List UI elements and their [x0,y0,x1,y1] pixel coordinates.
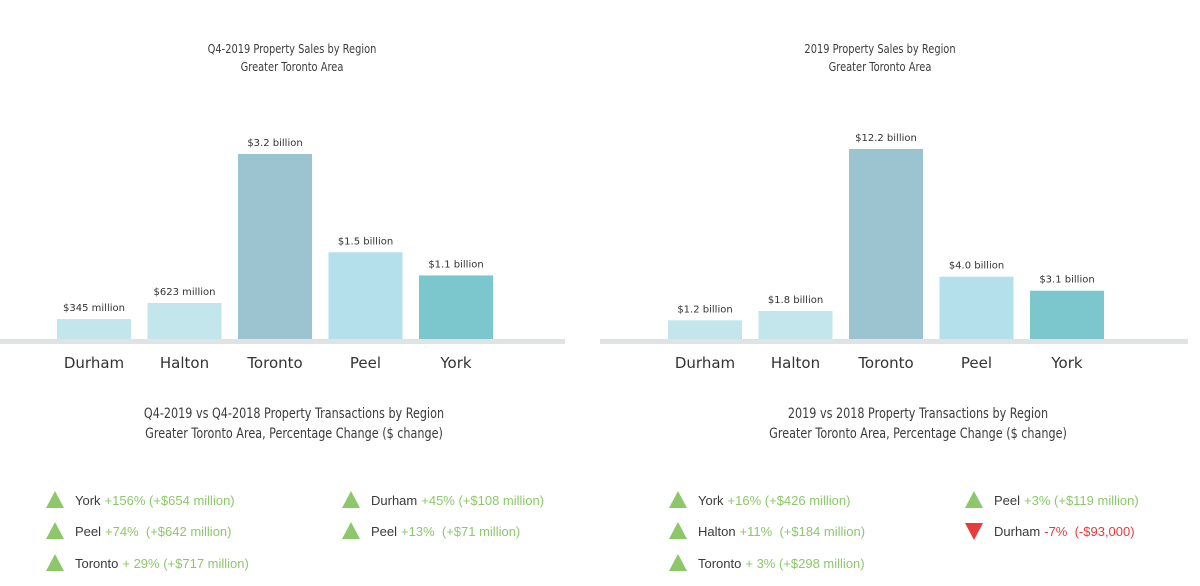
triangle-up-icon [342,522,360,539]
category-label-durham: Durham [64,354,124,372]
category-label-durham: Durham [675,354,735,372]
bar-chart-annual: $1.2 billion Durham $1.8 billion Halton $12.… [600,133,1188,372]
region-name: Durham [371,492,418,508]
change-value: +74% (+$642 million) [105,523,232,539]
bar-peel [328,252,403,339]
bar-toronto [849,149,923,339]
data-label-toronto: $3.2 billion [247,138,302,149]
chart-subtitle: Greater Toronto Area [240,60,344,74]
data-label-peel: $4.0 billion [949,261,1004,272]
change-item: Durham +45% (+$108 million) [341,489,544,511]
chart-title: Q4-2019 Property Sales by Region Greater… [46,40,538,76]
baseline [600,339,1188,344]
baseline [0,339,565,344]
comparison-title: 2019 vs 2018 Property Transactions by Re… [678,404,1158,444]
triangle-up-icon [46,522,64,539]
change-value: +45% (+$108 million) [421,492,545,508]
panel-q4: Q4-2019 Property Sales by Region Greater… [0,40,565,574]
data-label-durham: $345 million [63,303,125,314]
change-item: York +156% (+$654 million) [45,489,235,511]
triangle-up-icon [965,491,983,508]
category-label-peel: Peel [350,354,381,372]
comparison-title-main: 2019 vs 2018 Property Transactions by Re… [787,406,1049,422]
region-name: Peel [994,492,1021,508]
bar-durham [57,319,131,339]
change-item: York +16% (+$426 million) [668,489,850,511]
change-item: Peel +74% (+$642 million) [45,520,232,542]
bar-york [1030,290,1104,339]
triangle-up-icon [46,554,64,571]
chart-title: 2019 Property Sales by Region Greater To… [634,40,1126,76]
triangle-down-icon [965,523,983,540]
triangle-up-icon [669,491,687,508]
bar-toronto [238,154,312,339]
comparison-title-main: Q4-2019 vs Q4-2018 Property Transactions… [143,406,445,422]
change-value: + 29% (+$717 million) [122,555,249,571]
data-label-halton: $623 million [154,287,216,298]
change-value: +3% (+$119 million) [1024,492,1139,508]
region-name: York [698,492,724,508]
comparison-subtitle: Greater Toronto Area, Percentage Change … [145,426,443,442]
change-item: Halton +11% (+$184 million) [668,520,865,542]
change-value: + 3% (+$298 million) [745,555,865,571]
bar-york [419,275,493,339]
triangle-up-icon [46,491,64,508]
change-value: -7% (-$93,000) [1044,523,1135,539]
data-label-durham: $1.2 billion [677,304,732,315]
triangle-up-icon [669,522,687,539]
triangle-up-icon [669,554,687,571]
category-label-halton: Halton [771,354,820,372]
change-item: Toronto + 3% (+$298 million) [668,552,865,574]
category-label-peel: Peel [961,354,992,372]
data-label-york: $1.1 billion [428,259,483,270]
change-value: +16% (+$426 million) [727,492,851,508]
category-label-halton: Halton [160,354,209,372]
region-name: Durham [994,523,1041,539]
region-name: York [75,492,101,508]
change-item: Peel +13% (+$71 million) [341,520,520,542]
change-value: +156% (+$654 million) [104,492,235,508]
category-label-york: York [1050,354,1083,372]
bar-peel [939,276,1014,339]
bar-halton [758,310,833,339]
chart-title-main: Q4-2019 Property Sales by Region [207,42,377,56]
region-name: Peel [371,523,398,539]
comparison-subtitle: Greater Toronto Area, Percentage Change … [769,426,1067,442]
data-label-york: $3.1 billion [1039,275,1094,286]
bar-chart-q4: $345 million Durham $623 million Halton $3.2… [0,138,565,372]
change-item: Toronto + 29% (+$717 million) [45,552,249,574]
change-value: +11% (+$184 million) [739,523,866,539]
comparison-title: Q4-2019 vs Q4-2018 Property Transactions… [54,404,534,444]
category-label-toronto: Toronto [857,354,913,372]
region-name: Toronto [698,555,742,571]
data-label-peel: $1.5 billion [338,236,393,247]
change-value: +13% (+$71 million) [401,523,521,539]
region-name: Peel [75,523,102,539]
chart-subtitle: Greater Toronto Area [828,60,932,74]
data-label-halton: $1.8 billion [768,295,823,306]
region-name: Halton [698,523,736,539]
change-item: Durham -7% (-$93,000) [964,520,1135,542]
triangle-up-icon [342,491,360,508]
bar-halton [147,302,222,339]
change-item: Peel +3% (+$119 million) [964,489,1139,511]
category-label-toronto: Toronto [246,354,302,372]
bar-durham [668,320,742,339]
category-label-york: York [439,354,472,372]
chart-title-main: 2019 Property Sales by Region [804,42,956,56]
panel-annual: 2019 Property Sales by Region Greater To… [600,0,1200,586]
data-label-toronto: $12.2 billion [855,133,917,144]
region-name: Toronto [75,555,119,571]
